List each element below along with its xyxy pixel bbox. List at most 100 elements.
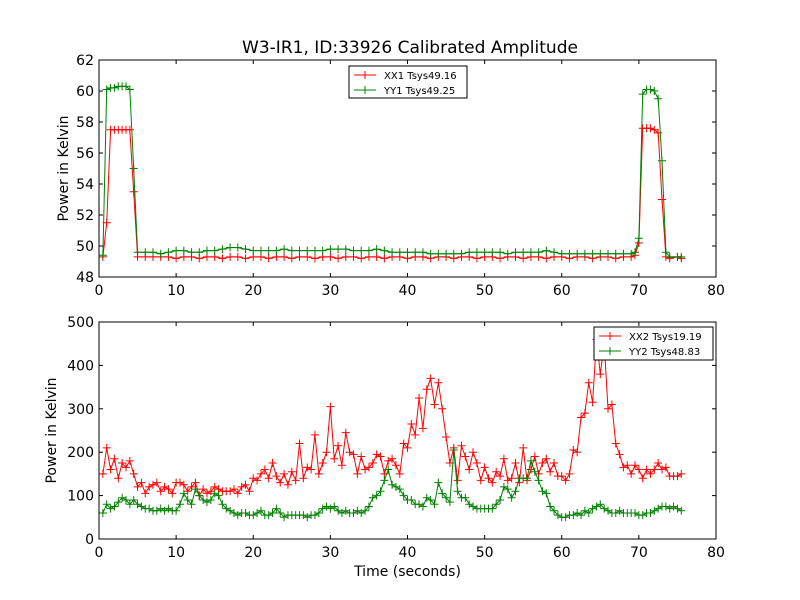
data-point	[484, 474, 493, 483]
data-point	[542, 254, 551, 263]
legend-label: XX2 Tsys19.19	[629, 332, 702, 343]
data-point	[218, 254, 227, 263]
data-point	[110, 454, 119, 463]
data-point	[661, 248, 670, 257]
data-point	[372, 245, 381, 254]
data-point	[391, 461, 400, 470]
data-point	[480, 248, 489, 257]
data-point	[99, 469, 107, 478]
data-point	[642, 465, 651, 474]
data-point	[241, 480, 250, 489]
data-point	[665, 252, 674, 261]
y-tick-label: 52	[76, 208, 94, 224]
data-point	[596, 500, 605, 509]
y-tick-label: 400	[67, 358, 94, 374]
data-point	[469, 448, 478, 457]
data-point	[426, 249, 435, 258]
data-point	[542, 489, 551, 498]
data-point	[372, 252, 381, 261]
data-point	[291, 476, 300, 485]
data-point	[411, 430, 420, 439]
data-point	[411, 248, 420, 257]
data-point	[330, 502, 339, 511]
data-point	[442, 249, 451, 258]
data-point	[658, 195, 667, 204]
y-tick-label: 100	[67, 489, 94, 505]
data-point	[168, 489, 177, 498]
data-point	[565, 469, 574, 478]
data-point	[172, 254, 181, 263]
data-point	[534, 248, 543, 257]
data-point	[422, 385, 431, 394]
data-point	[511, 459, 520, 468]
data-point	[114, 498, 123, 507]
data-point	[634, 234, 643, 243]
data-point	[415, 393, 424, 402]
data-point	[318, 246, 327, 255]
data-point	[457, 441, 466, 450]
data-point	[523, 474, 532, 483]
data-point	[403, 248, 412, 257]
data-point	[430, 500, 439, 509]
data-point	[241, 245, 250, 254]
data-point	[661, 463, 670, 472]
data-point	[507, 493, 516, 502]
data-point	[341, 245, 350, 254]
data-point	[465, 248, 474, 257]
data-point	[654, 94, 663, 103]
x-tick-label: 80	[707, 545, 725, 561]
data-point	[580, 409, 589, 418]
data-point	[364, 246, 373, 255]
data-point	[314, 508, 323, 517]
y-tick-label: 500	[67, 315, 94, 331]
data-point	[187, 248, 196, 257]
data-point	[341, 252, 350, 261]
x-tick-label: 40	[399, 545, 417, 561]
data-point	[499, 454, 508, 463]
legend-box	[348, 65, 468, 99]
data-point	[326, 402, 335, 411]
data-point	[264, 246, 273, 255]
data-point	[557, 249, 566, 258]
data-point	[388, 454, 397, 463]
data-point	[677, 506, 686, 515]
data-point	[627, 469, 636, 478]
data-point	[148, 248, 157, 257]
data-point	[287, 254, 296, 263]
legend: XX1 Tsys49.16 YY1 Tsys49.25	[348, 65, 468, 99]
data-point	[133, 248, 142, 257]
data-point	[357, 452, 366, 461]
data-point	[565, 249, 574, 258]
data-point	[372, 491, 381, 500]
data-point	[638, 90, 647, 99]
data-point	[114, 474, 123, 483]
data-point	[349, 246, 358, 255]
data-point	[534, 476, 543, 485]
data-point	[102, 443, 111, 452]
data-point	[256, 506, 265, 515]
data-point	[172, 246, 181, 255]
data-point	[677, 469, 686, 478]
bottom-plot: 0 10 20 30 40 50 60 70 80 0 100 200 300 400 500 Power i…	[44, 315, 725, 580]
data-point	[650, 465, 659, 474]
data-point	[330, 454, 339, 463]
data-point	[399, 491, 408, 500]
data-point	[179, 246, 188, 255]
y-tick-label: 58	[76, 115, 94, 131]
data-point	[488, 478, 497, 487]
data-point	[434, 249, 443, 258]
data-point	[646, 469, 655, 478]
data-point	[287, 467, 296, 476]
data-point	[334, 245, 343, 254]
data-point	[638, 474, 647, 483]
data-point	[426, 374, 435, 383]
data-point	[584, 508, 593, 517]
data-point	[326, 252, 335, 261]
data-point	[334, 254, 343, 263]
data-point	[141, 248, 150, 257]
top-plot: 0 10 20 30 40 50 60 70 80 48 50 52 54 56 58 60 62 Power i…	[56, 53, 725, 299]
x-tick-label: 10	[167, 283, 185, 299]
data-point	[407, 495, 416, 504]
data-point	[631, 248, 640, 257]
data-point	[395, 248, 404, 257]
